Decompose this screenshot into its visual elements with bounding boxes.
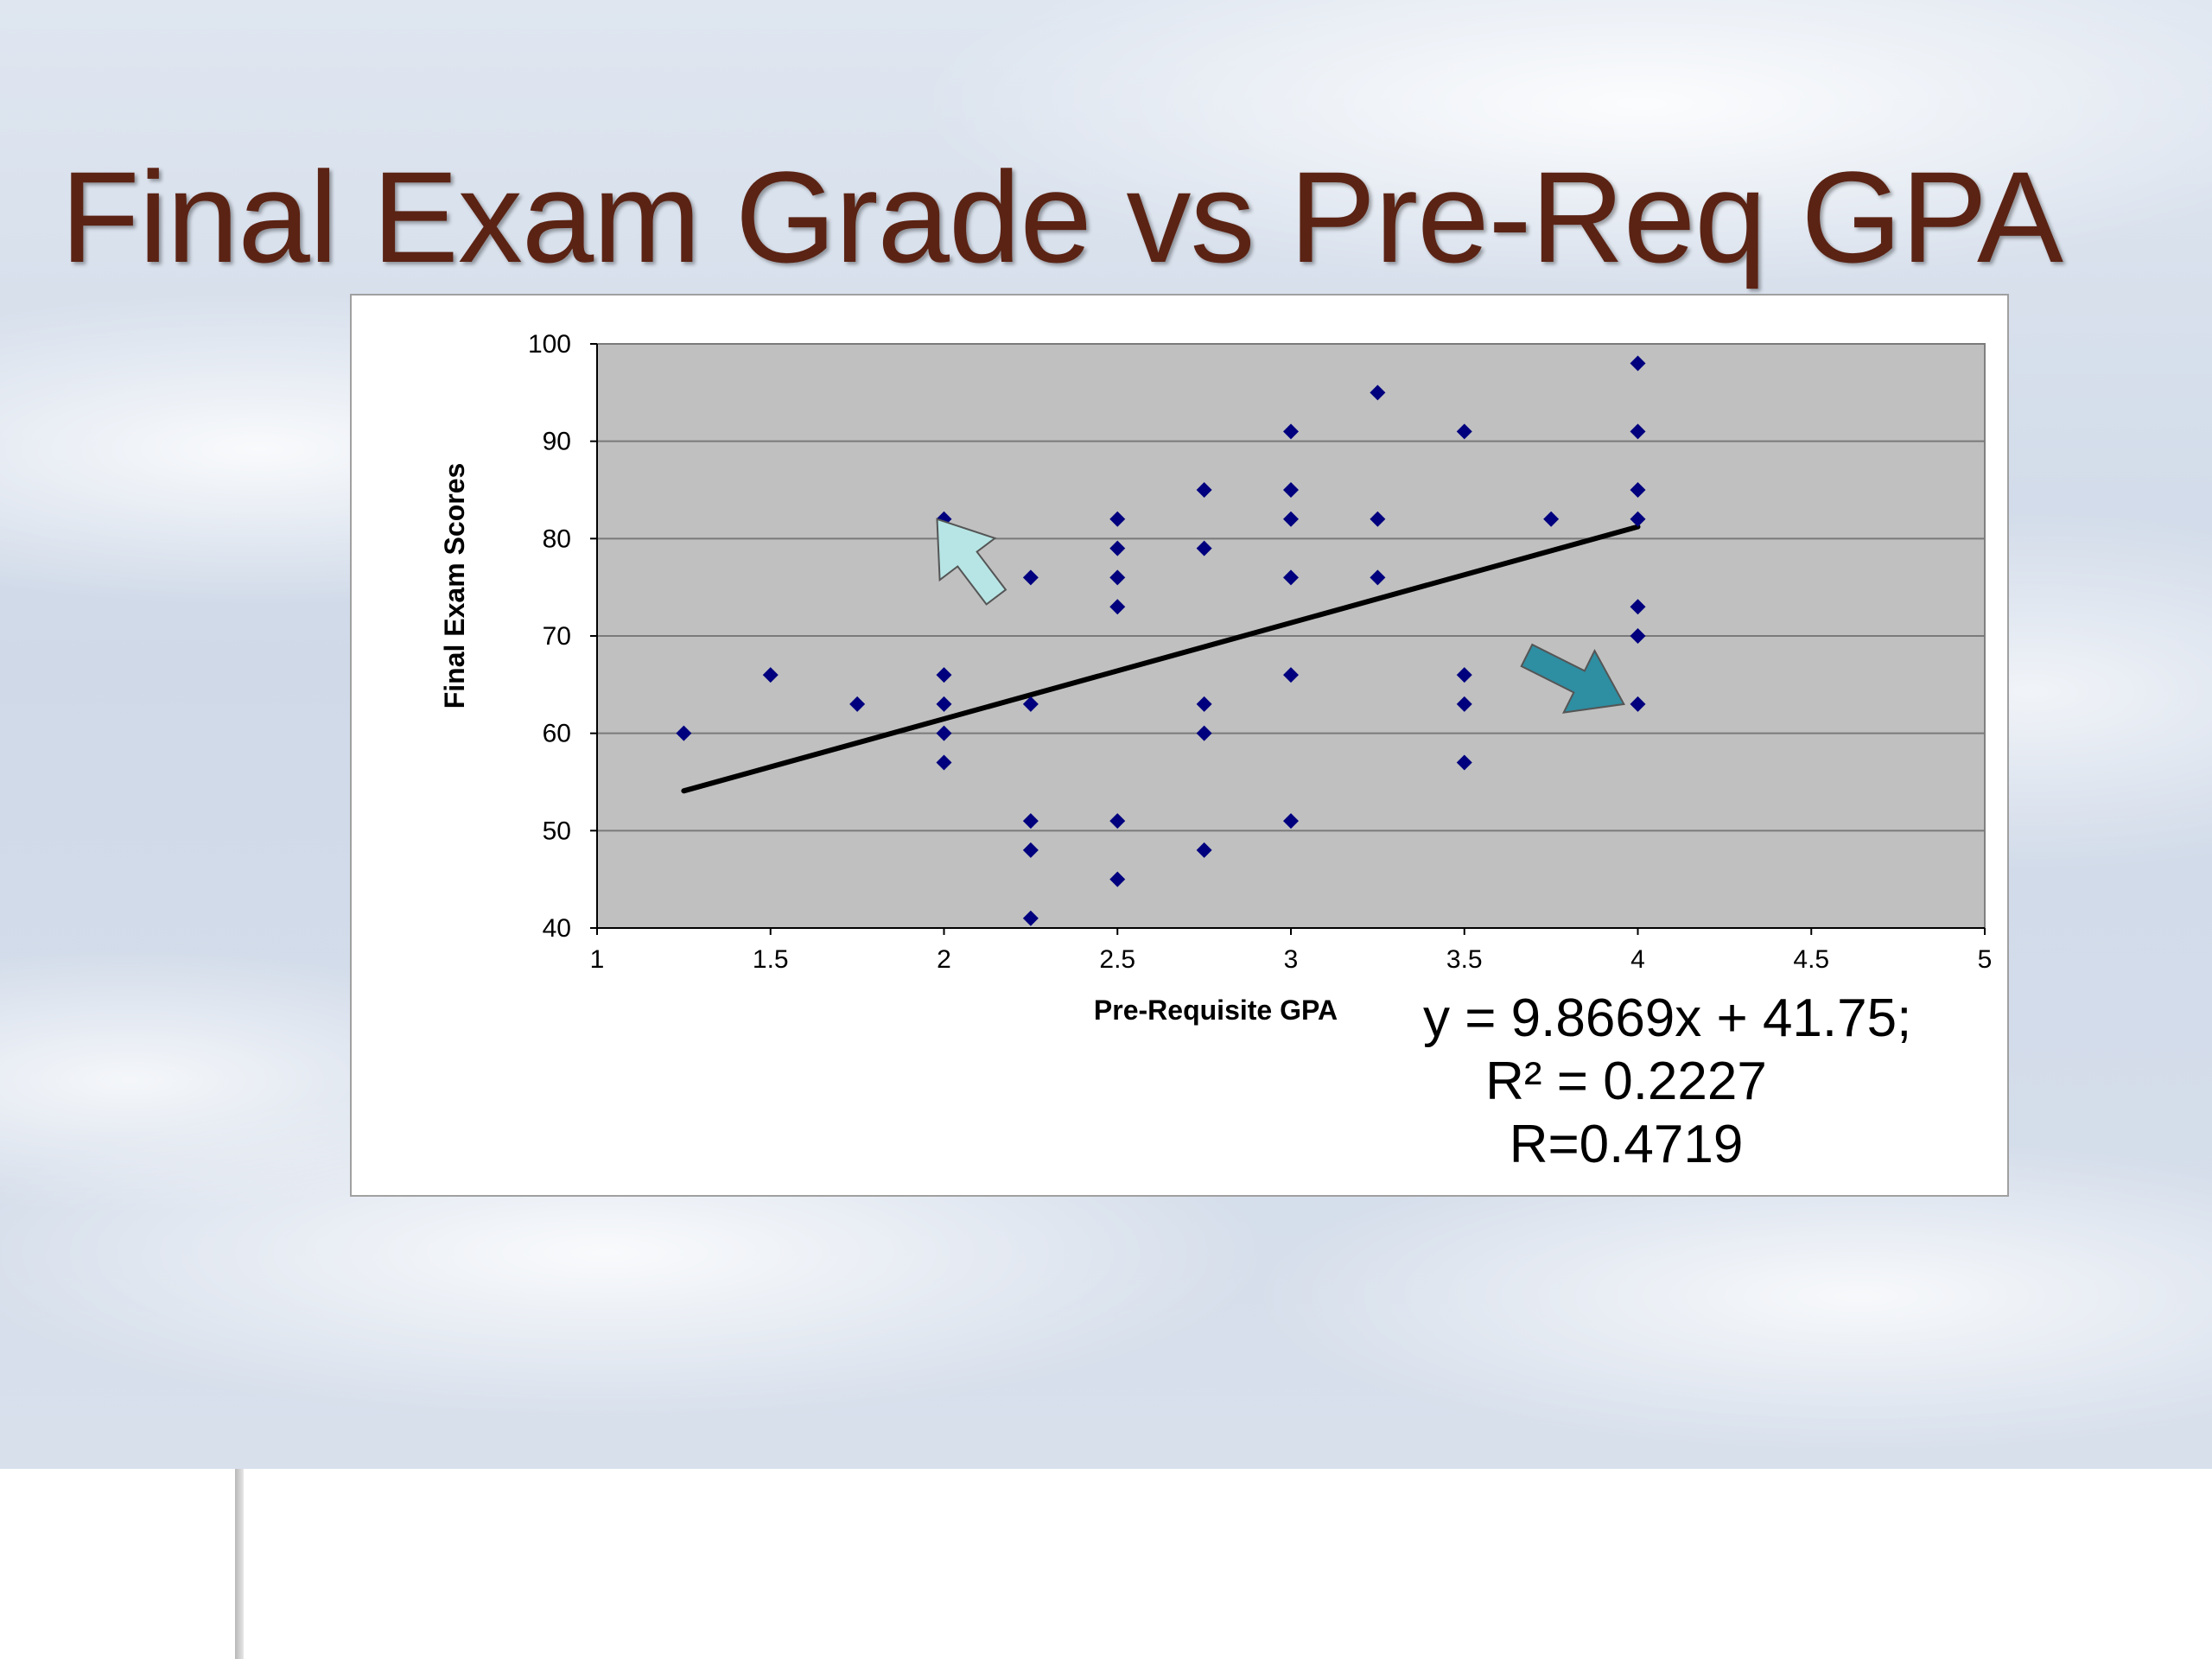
data-point bbox=[1022, 696, 1039, 712]
x-axis-title: Pre-Requisite GPA bbox=[1094, 995, 1338, 1026]
data-point bbox=[1109, 871, 1126, 887]
y-tick-label: 70 bbox=[543, 622, 571, 651]
regression-equation: y = 9.8669x + 41.75; R² = 0.2227 R=0.471… bbox=[1423, 987, 1912, 1176]
x-tick-label: 3.5 bbox=[1446, 945, 1483, 974]
x-tick-label: 5 bbox=[1978, 945, 1993, 974]
data-point bbox=[1022, 842, 1039, 858]
data-point bbox=[1630, 423, 1646, 440]
r-squared-line: R² = 0.2227 bbox=[1485, 1052, 1767, 1111]
equation-line: y = 9.8669x + 41.75; bbox=[1423, 988, 1912, 1048]
data-point bbox=[1456, 667, 1472, 683]
y-tick-label: 80 bbox=[543, 524, 571, 553]
data-point bbox=[1283, 667, 1299, 683]
data-point bbox=[1109, 813, 1126, 830]
data-point bbox=[936, 696, 952, 712]
x-tick-label: 4.5 bbox=[1793, 945, 1829, 974]
data-point bbox=[1543, 511, 1560, 527]
x-tick-label: 4 bbox=[1630, 945, 1645, 974]
data-point bbox=[1456, 696, 1472, 712]
y-tick-label: 100 bbox=[528, 330, 571, 359]
annotation-arrow-icon bbox=[936, 518, 1007, 606]
data-point bbox=[1630, 628, 1646, 644]
data-point bbox=[1196, 482, 1212, 498]
data-point bbox=[1196, 540, 1212, 556]
annotation-arrow-icon bbox=[1520, 643, 1625, 714]
trendline bbox=[681, 524, 1641, 794]
slide-title: Final Exam Grade vs Pre-Req GPA bbox=[60, 144, 2063, 289]
data-point bbox=[1630, 482, 1646, 498]
data-point bbox=[1630, 599, 1646, 615]
x-tick-label: 2 bbox=[937, 945, 951, 974]
data-point bbox=[1022, 910, 1039, 926]
data-point bbox=[762, 667, 779, 683]
data-point bbox=[849, 696, 866, 712]
data-point bbox=[1630, 696, 1646, 712]
slide-divider bbox=[235, 1469, 244, 1659]
x-tick-label: 1 bbox=[590, 945, 605, 974]
chart-container: 40 50 60 70 80 90 100 1 1.5 2 2.5 3 3.5 4 4.5 5 Pre-Requ… bbox=[350, 294, 2009, 1197]
data-point bbox=[936, 667, 952, 683]
y-tick-label: 90 bbox=[543, 428, 571, 456]
data-point bbox=[1109, 599, 1126, 615]
data-point bbox=[1283, 511, 1299, 527]
data-point bbox=[1283, 482, 1299, 498]
data-point bbox=[1196, 725, 1212, 741]
data-point bbox=[936, 754, 952, 771]
y-tick-label: 40 bbox=[543, 914, 571, 943]
x-tick-label: 2.5 bbox=[1099, 945, 1135, 974]
r-value-line: R=0.4719 bbox=[1509, 1115, 1744, 1174]
data-point bbox=[1456, 754, 1472, 771]
data-point bbox=[1370, 511, 1386, 527]
data-point bbox=[1283, 813, 1299, 830]
data-point bbox=[1370, 385, 1386, 401]
data-point bbox=[1109, 540, 1126, 556]
data-point bbox=[1630, 511, 1646, 527]
data-point bbox=[1022, 569, 1039, 586]
data-point bbox=[676, 725, 692, 741]
data-point bbox=[1630, 355, 1646, 372]
data-point bbox=[1109, 511, 1126, 527]
y-tick-label: 50 bbox=[543, 817, 571, 845]
data-point bbox=[1022, 813, 1039, 830]
y-tick-label: 60 bbox=[543, 720, 571, 748]
y-axis-title: Final Exam Scores bbox=[439, 463, 470, 709]
data-point bbox=[1456, 423, 1472, 440]
data-point bbox=[1196, 842, 1212, 858]
x-tick-label: 1.5 bbox=[753, 945, 789, 974]
scatter-chart: 40 50 60 70 80 90 100 1 1.5 2 2.5 3 3.5 4 4.5 5 Pre-Requ… bbox=[439, 330, 1993, 1026]
data-point bbox=[936, 725, 952, 741]
data-point bbox=[1283, 423, 1299, 440]
data-point bbox=[1370, 569, 1386, 586]
data-point bbox=[1283, 569, 1299, 586]
data-point bbox=[1196, 696, 1212, 712]
x-tick-label: 3 bbox=[1284, 945, 1299, 974]
data-point bbox=[1109, 569, 1126, 586]
